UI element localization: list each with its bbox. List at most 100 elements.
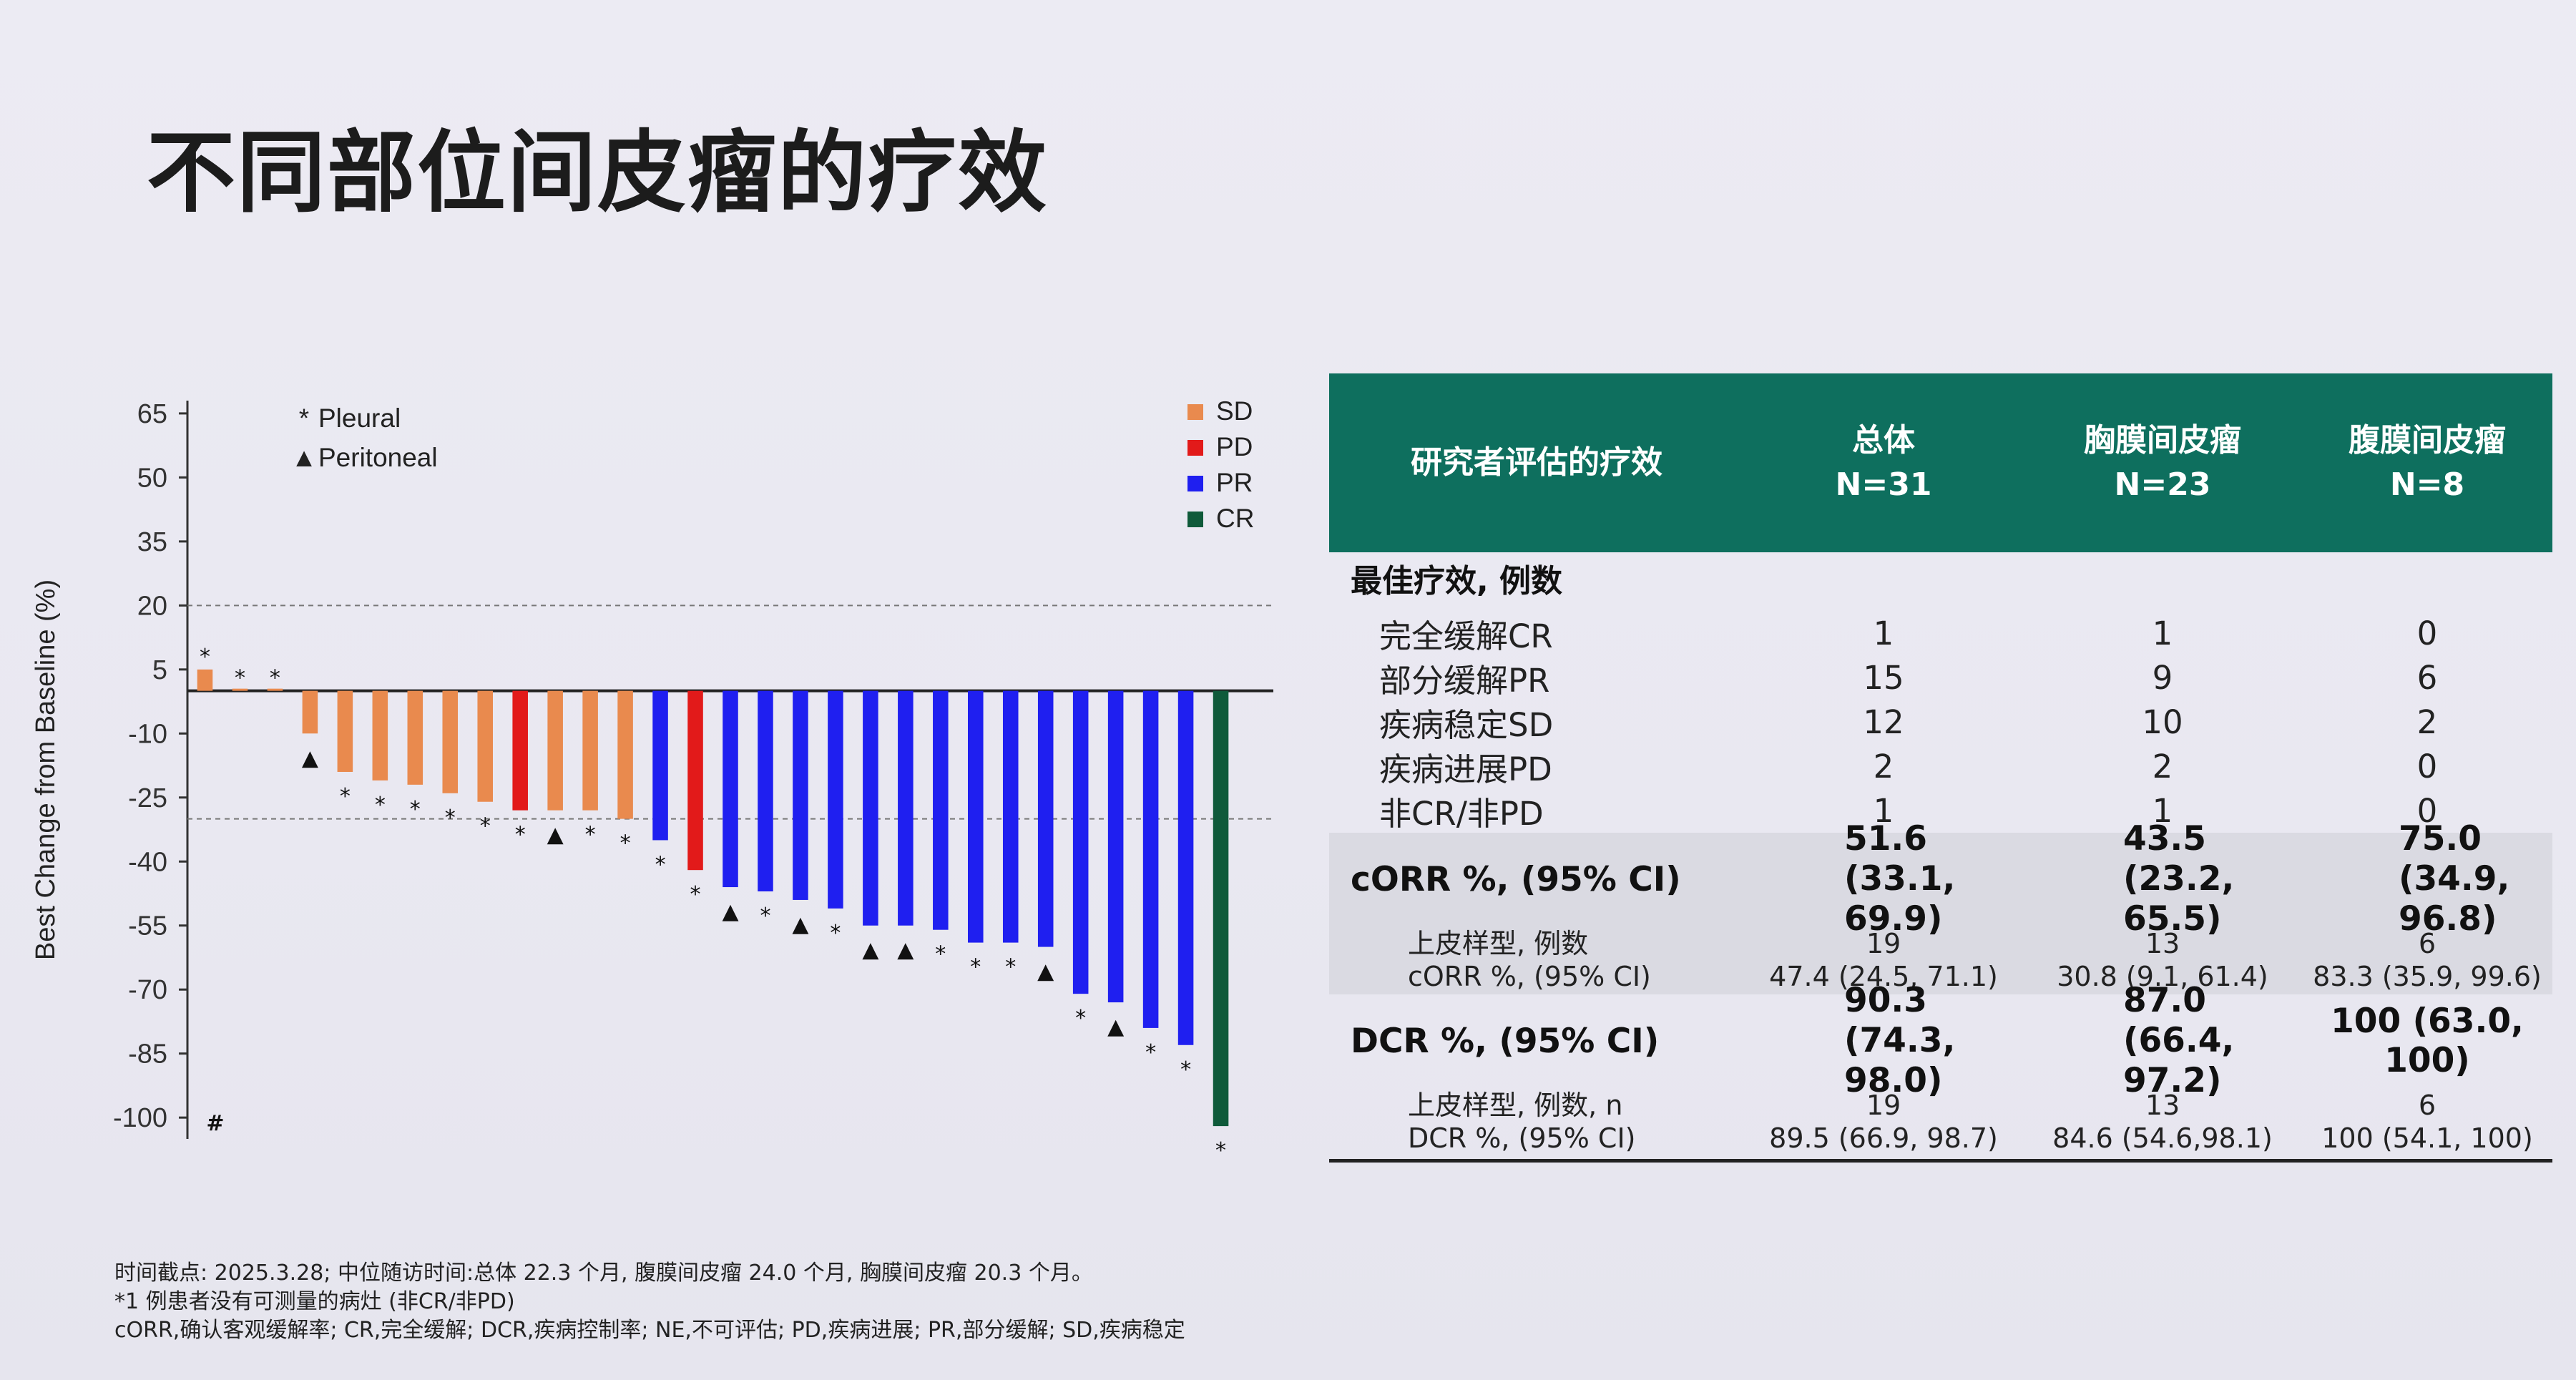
y-tick-label: -70 bbox=[128, 975, 167, 1005]
bar bbox=[197, 669, 213, 691]
dcr-epithelioid-pleural: 13 84.6 (54.6,98.1) bbox=[2052, 1090, 2273, 1154]
y-tick-label: -85 bbox=[128, 1039, 167, 1070]
bar bbox=[1213, 690, 1229, 1127]
response-value: 1 bbox=[2152, 614, 2173, 652]
pleural-marker: * bbox=[585, 823, 596, 848]
bar bbox=[512, 690, 528, 811]
response-label: 非CR/非PD bbox=[1379, 794, 1544, 833]
pleural-marker: * bbox=[410, 797, 421, 822]
bar bbox=[407, 690, 423, 785]
y-tick-label: 5 bbox=[152, 655, 167, 685]
bar bbox=[302, 690, 318, 734]
corr-epithelioid-label: 上皮样型, 例数 cORR %, (95% CI) bbox=[1408, 928, 1651, 992]
response-row: 部分缓解PR 15 9 6 bbox=[1329, 655, 2552, 700]
pleural-marker: * bbox=[200, 645, 210, 670]
response-row: 非CR/非PD 1 1 0 bbox=[1329, 788, 2552, 833]
pleural-marker: * bbox=[620, 831, 631, 856]
corr-epithelioid-peritoneal: 6 83.3 (35.9, 99.6) bbox=[2313, 928, 2542, 992]
bar bbox=[582, 690, 598, 811]
response-legend-swatch bbox=[1187, 512, 1203, 527]
bar bbox=[1177, 690, 1194, 1045]
peritoneal-marker: ▲ bbox=[897, 938, 914, 963]
dcr-label: DCR %, (95% CI) bbox=[1351, 1021, 1660, 1061]
section-best-response: 最佳疗效, 例数 bbox=[1351, 563, 1563, 600]
bar bbox=[898, 690, 914, 926]
response-value: 9 bbox=[2152, 658, 2173, 697]
response-value: 6 bbox=[2416, 658, 2438, 697]
y-tick-label: 50 bbox=[137, 463, 167, 493]
response-label: 完全缓解CR bbox=[1379, 617, 1553, 655]
table-bottom-rule bbox=[1329, 1159, 2552, 1163]
bar bbox=[477, 690, 493, 802]
y-tick-label: 65 bbox=[137, 399, 167, 429]
site-legend-symbol: ▲ bbox=[291, 443, 318, 472]
y-tick-label: -40 bbox=[128, 847, 167, 877]
dcr-epithelioid-overall: 19 89.5 (66.9, 98.7) bbox=[1769, 1090, 1998, 1154]
bar bbox=[617, 690, 633, 819]
pleural-marker: * bbox=[270, 666, 280, 691]
peritoneal-marker: ▲ bbox=[1107, 1014, 1124, 1039]
pleural-marker: * bbox=[655, 852, 666, 877]
pleural-marker: * bbox=[970, 955, 981, 980]
slide-title: 不同部位间皮瘤的疗效 bbox=[147, 122, 1049, 225]
bar bbox=[758, 690, 773, 892]
footnote-no-measurable: *1 例患者没有可测量的病灶 (非CR/非PD) bbox=[114, 1289, 515, 1314]
dcr-overall: 90.3 (74.3, 98.0) bbox=[1844, 981, 1956, 1100]
efficacy-table: 研究者评估的疗效 总体 N=31 胸膜间皮瘤 N=23 腹膜间皮瘤 N=8 最佳… bbox=[1329, 373, 2552, 1163]
peritoneal-marker: ▲ bbox=[547, 823, 564, 848]
y-tick-label: -25 bbox=[128, 783, 167, 813]
peritoneal-marker: ▲ bbox=[1037, 959, 1054, 984]
peritoneal-marker: ▲ bbox=[722, 899, 738, 924]
response-value: 1 bbox=[1873, 791, 1894, 830]
response-rows: 完全缓解CR 1 1 0 部分缓解PR 15 9 6 疾病稳定SD 12 10 2 疾病进展PD 2 2 0 非… bbox=[1329, 611, 2552, 833]
dcr-epithelioid-label: 上皮样型, 例数, n DCR %, (95% CI) bbox=[1408, 1090, 1636, 1154]
response-legend-swatch bbox=[1187, 404, 1203, 420]
corr-row: cORR %, (95% CI) 51.6 (33.1, 69.9) 43.5 … bbox=[1329, 819, 2552, 939]
corr-epithelioid-pleural: 13 30.8 (9.1, 61.4) bbox=[2057, 928, 2268, 992]
peritoneal-marker: ▲ bbox=[302, 745, 318, 770]
response-legend-label: SD bbox=[1216, 396, 1253, 426]
site-legend-label: Peritoneal bbox=[318, 443, 438, 472]
bar bbox=[267, 688, 283, 691]
footnotes: 时间截点: 2025.3.28; 中位随访时间:总体 22.3 个月, 腹膜间皮… bbox=[114, 1259, 1185, 1345]
response-legend-label: PD bbox=[1216, 432, 1253, 461]
header-overall: 总体 N=31 bbox=[1835, 422, 1932, 503]
waterfall-chart: 65 50 35 20 5 -10 -25 -40 -55 -70 -85 -100 Best Chan… bbox=[31, 396, 1273, 1163]
pleural-marker: * bbox=[830, 921, 841, 946]
bar bbox=[442, 690, 459, 793]
response-value: 10 bbox=[2142, 703, 2183, 741]
pleural-marker: * bbox=[690, 882, 701, 907]
pleural-marker: * bbox=[935, 942, 946, 967]
y-axis-label: Best Change from Baseline (%) bbox=[31, 579, 61, 960]
dcr-row: DCR %, (95% CI) 90.3 (74.3, 98.0) 87.0 (… bbox=[1329, 981, 2552, 1100]
pleural-marker: * bbox=[760, 904, 770, 929]
response-row: 疾病进展PD 2 2 0 bbox=[1329, 744, 2552, 788]
pleural-marker: * bbox=[445, 806, 456, 831]
dcr-epithelioid-row: 上皮样型, 例数, n DCR %, (95% CI) 19 89.5 (66.… bbox=[1329, 1087, 2552, 1156]
bar bbox=[337, 690, 353, 772]
response-value: 15 bbox=[1863, 658, 1904, 697]
pleural-marker: * bbox=[1145, 1040, 1156, 1065]
response-value: 0 bbox=[2416, 747, 2438, 786]
response-legend-swatch bbox=[1187, 440, 1203, 456]
bar bbox=[1142, 690, 1159, 1028]
bar bbox=[547, 690, 563, 811]
bar bbox=[372, 690, 388, 780]
bar bbox=[1002, 690, 1019, 943]
corr-label: cORR %, (95% CI) bbox=[1351, 859, 1681, 899]
table-header: 研究者评估的疗效 总体 N=31 胸膜间皮瘤 N=23 腹膜间皮瘤 N=8 bbox=[1329, 373, 2552, 552]
header-peritoneal: 腹膜间皮瘤 N=8 bbox=[2349, 422, 2506, 503]
footnote-abbreviations: cORR,确认客观缓解率; CR,完全缓解; DCR,疾病控制率; NE,不可评… bbox=[114, 1318, 1185, 1343]
pleural-marker: * bbox=[1180, 1057, 1191, 1082]
header-measure: 研究者评估的疗效 bbox=[1411, 444, 1662, 481]
dcr-epithelioid-peritoneal: 6 100 (54.1, 100) bbox=[2321, 1090, 2533, 1154]
pleural-marker: * bbox=[235, 666, 245, 691]
peritoneal-marker: ▲ bbox=[862, 938, 878, 963]
corr-peritoneal: 75.0 (34.9, 96.8) bbox=[2399, 819, 2510, 939]
bar bbox=[968, 690, 984, 943]
response-value: 1 bbox=[1873, 614, 1894, 652]
response-value: 0 bbox=[2416, 791, 2438, 830]
y-tick-label: -10 bbox=[128, 719, 167, 749]
corr-overall: 51.6 (33.1, 69.9) bbox=[1844, 819, 1956, 939]
corr-pleural: 43.5 (23.2, 65.5) bbox=[2123, 819, 2235, 939]
